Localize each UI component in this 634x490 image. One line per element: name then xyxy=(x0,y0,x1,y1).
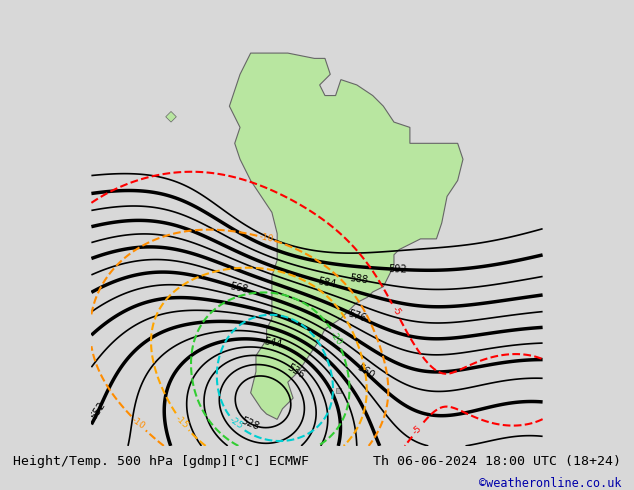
Text: 552: 552 xyxy=(89,400,108,421)
Text: 544: 544 xyxy=(262,336,283,350)
Text: 560: 560 xyxy=(354,363,376,381)
Text: -5: -5 xyxy=(411,424,424,437)
Text: -20: -20 xyxy=(328,330,344,347)
Text: -15: -15 xyxy=(174,414,191,430)
Polygon shape xyxy=(230,53,463,419)
Polygon shape xyxy=(335,388,341,393)
Text: 584: 584 xyxy=(317,276,337,290)
Text: -10: -10 xyxy=(130,416,147,431)
Text: Th 06-06-2024 18:00 UTC (18+24): Th 06-06-2024 18:00 UTC (18+24) xyxy=(373,455,621,468)
Text: 576: 576 xyxy=(346,308,367,324)
Text: ©weatheronline.co.uk: ©weatheronline.co.uk xyxy=(479,477,621,490)
Text: -10: -10 xyxy=(258,232,274,244)
Text: -25: -25 xyxy=(228,416,245,431)
Text: 592: 592 xyxy=(388,264,407,275)
Polygon shape xyxy=(165,112,176,122)
Text: 536: 536 xyxy=(285,362,306,380)
Text: Height/Temp. 500 hPa [gdmp][°C] ECMWF: Height/Temp. 500 hPa [gdmp][°C] ECMWF xyxy=(13,455,309,468)
Text: 588: 588 xyxy=(349,273,369,286)
Text: -5: -5 xyxy=(390,305,403,318)
Text: 568: 568 xyxy=(229,281,249,295)
Text: 528: 528 xyxy=(240,416,261,432)
